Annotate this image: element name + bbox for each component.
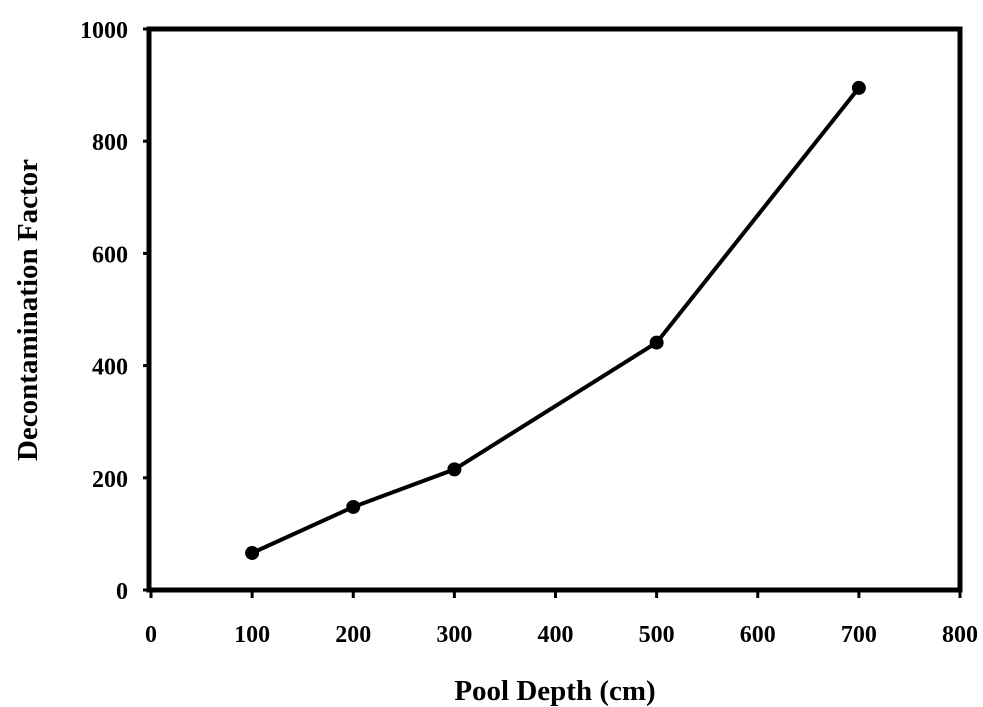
x-tick-label: 700 (841, 622, 877, 648)
y-axis-ticks: 0 200 400 600 800 1000 (80, 18, 151, 605)
y-tick-label: 0 (116, 579, 128, 605)
y-axis-title: Decontamination Factor (12, 159, 44, 461)
x-tick-label: 100 (234, 622, 270, 648)
y-tick-label: 200 (92, 467, 128, 493)
x-tick-label: 200 (335, 622, 371, 648)
x-tick-label: 600 (740, 622, 776, 648)
y-tick-label: 1000 (80, 18, 128, 44)
series-markers (245, 80, 866, 560)
data-point (346, 499, 361, 514)
data-point (851, 80, 866, 95)
y-tick-label: 600 (92, 242, 128, 268)
x-axis-title: Pool Depth (cm) (454, 675, 655, 707)
x-tick-label: 500 (639, 622, 675, 648)
x-axis-ticks: 0 100 200 300 400 500 600 700 800 (145, 590, 978, 648)
series-line (251, 86, 861, 555)
data-point (649, 335, 664, 350)
x-tick-label: 300 (436, 622, 472, 648)
x-tick-label: 800 (942, 622, 978, 648)
y-tick-label: 400 (92, 355, 128, 381)
x-tick-label: 400 (538, 622, 574, 648)
x-tick-label: 0 (145, 622, 157, 648)
data-point (245, 545, 260, 560)
data-point (447, 462, 462, 477)
y-tick-label: 800 (92, 130, 128, 156)
